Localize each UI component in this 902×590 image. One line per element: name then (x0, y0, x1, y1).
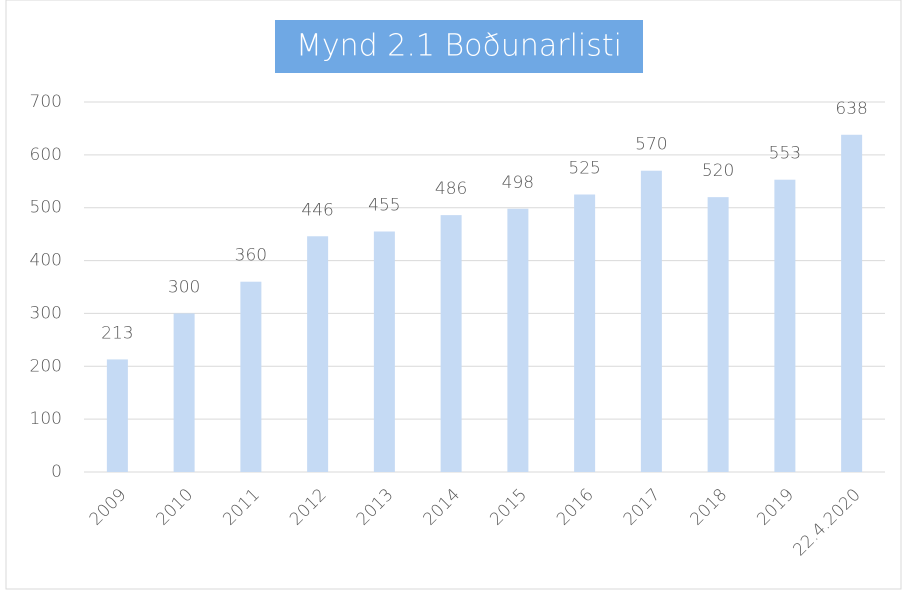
bar (240, 281, 262, 472)
bar (173, 313, 195, 472)
data-label: 525 (568, 159, 600, 179)
data-label: 553 (769, 144, 801, 164)
bar (640, 170, 662, 472)
chart-title: Mynd 2.1 Boðunarlisti (296, 29, 622, 64)
data-label: 360 (235, 246, 267, 266)
y-tick-label: 500 (30, 198, 62, 218)
y-tick-label: 600 (30, 145, 62, 165)
data-label: 570 (635, 135, 667, 155)
data-label: 213 (101, 323, 133, 343)
bar (507, 208, 529, 472)
bar (574, 194, 596, 472)
data-label: 486 (435, 179, 467, 199)
title-box (275, 20, 643, 73)
y-tick-label: 700 (30, 92, 62, 112)
bar (841, 134, 863, 472)
bar (106, 359, 128, 472)
bar (440, 215, 462, 472)
data-label: 498 (502, 173, 534, 193)
data-label: 455 (368, 196, 400, 216)
y-tick-label: 0 (51, 462, 62, 482)
bar (373, 231, 395, 472)
bar (774, 179, 796, 472)
y-tick-label: 200 (30, 356, 62, 376)
data-label: 520 (702, 161, 734, 181)
data-label: 446 (301, 200, 333, 220)
y-tick-label: 100 (30, 409, 62, 429)
bar (307, 236, 329, 472)
data-label: 300 (168, 277, 200, 297)
data-label: 638 (835, 99, 867, 119)
y-tick-label: 300 (30, 303, 62, 323)
bar (707, 197, 729, 472)
y-tick-label: 400 (30, 251, 62, 271)
